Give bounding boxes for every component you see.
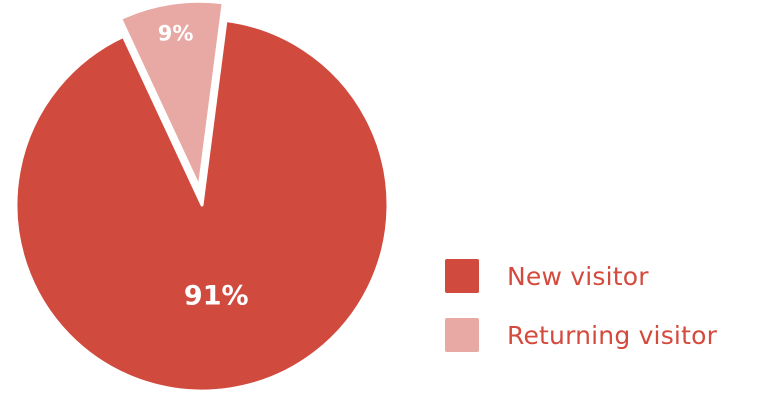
slice-label-returning-visitor: 9% [158,22,194,46]
legend: New visitor Returning visitor [445,257,717,375]
legend-item-new-visitor: New visitor [445,257,717,295]
pie-slices [14,0,390,393]
legend-item-returning-visitor: Returning visitor [445,316,717,354]
pie-slice-returning-visitor [119,0,225,189]
slice-label-new-visitor: 91% [184,280,249,311]
legend-swatch-new-visitor [445,259,479,293]
legend-label-new-visitor: New visitor [507,261,649,291]
pie-slice-labels: 91% 9% [158,22,249,312]
legend-swatch-returning-visitor [445,318,479,352]
pie-slice-new-visitor [14,19,390,393]
legend-label-returning-visitor: Returning visitor [507,320,718,350]
